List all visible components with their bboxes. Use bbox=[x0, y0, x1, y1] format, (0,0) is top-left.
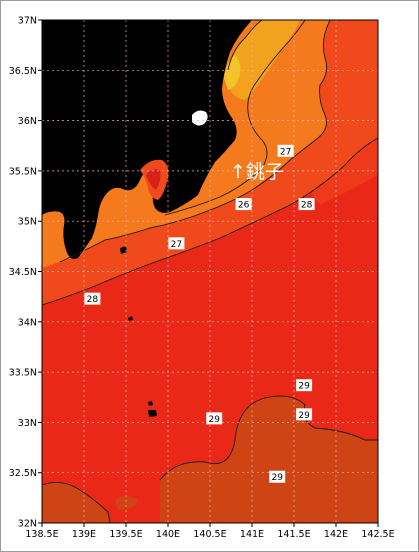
contour-label-text: 27 bbox=[171, 240, 182, 250]
contour-label-box bbox=[235, 198, 252, 211]
isotherm-lines bbox=[42, 20, 378, 523]
isotherm-27 bbox=[59, 20, 331, 263]
island bbox=[148, 401, 153, 406]
island bbox=[120, 246, 127, 254]
axes: 138.5E 139E 139.5E 140E 140.5E 141E 141.5E 142E… bbox=[9, 16, 395, 541]
coastal-band-24 bbox=[224, 55, 241, 90]
contour-label-box bbox=[206, 412, 223, 425]
isotherm-26 bbox=[164, 20, 306, 216]
lat-tick-label: 34.5N bbox=[9, 267, 37, 278]
contour-label: 27 bbox=[277, 144, 294, 157]
contour-label-box bbox=[277, 144, 294, 157]
lat-tick-label: 34N bbox=[18, 317, 37, 328]
coastal-band-25 bbox=[228, 20, 300, 100]
isotherm-25 bbox=[227, 20, 263, 71]
bay-coast bbox=[146, 169, 161, 190]
map-plot-area bbox=[42, 20, 378, 523]
isotherm-29 bbox=[159, 395, 378, 481]
lon-tick-label: 142E bbox=[324, 529, 348, 540]
lon-tick-label: 141.5E bbox=[277, 529, 310, 540]
lon-tick-label: 140E bbox=[156, 529, 180, 540]
contour-label-text: 26 bbox=[238, 201, 250, 211]
lat-tick-label: 32.5N bbox=[9, 468, 37, 479]
warm-water-patch bbox=[352, 486, 378, 523]
contour-label: 29 bbox=[296, 379, 313, 392]
lon-tick-label: 141E bbox=[240, 529, 264, 540]
contour-label: 26 bbox=[235, 198, 252, 211]
warm-water-pool bbox=[42, 482, 110, 523]
lon-tick-label: 142.5E bbox=[361, 529, 394, 540]
island bbox=[128, 316, 133, 321]
contour-label-box bbox=[298, 198, 315, 211]
lat-tick-label: 36.5N bbox=[9, 66, 37, 77]
contour-label-box bbox=[168, 237, 185, 250]
contour-labels: 27 26 28 27 28 29 29 29 29 bbox=[84, 144, 315, 483]
lat-tick-label: 37N bbox=[18, 16, 37, 27]
contour-label: 29 bbox=[206, 412, 223, 425]
contour-label: 29 bbox=[269, 470, 286, 483]
contour-label-text: 29 bbox=[208, 415, 220, 425]
lat-tick-label: 33N bbox=[18, 418, 37, 429]
contour-label: 29 bbox=[296, 408, 313, 421]
contour-label-text: 28 bbox=[301, 201, 313, 211]
lat-tick-label: 32N bbox=[18, 519, 37, 530]
land-honshu bbox=[42, 20, 252, 259]
contour-label-box bbox=[296, 379, 313, 392]
lake bbox=[192, 110, 208, 126]
graticule bbox=[42, 20, 378, 523]
lon-tick-label: 139.5E bbox=[109, 529, 142, 540]
lon-tick-label: 139E bbox=[72, 529, 96, 540]
lon-tick-label: 140.5E bbox=[193, 529, 226, 540]
isotherm-28 bbox=[42, 137, 378, 306]
contour-label-box bbox=[84, 292, 101, 305]
lat-tick-label: 36N bbox=[18, 116, 37, 127]
warm-water-patch bbox=[115, 496, 138, 510]
contour-label-text: 29 bbox=[298, 411, 310, 421]
lat-tick-label: 35.5N bbox=[9, 166, 37, 177]
contour-label-text: 28 bbox=[87, 295, 99, 305]
choshi-annotation: ↑銚子 bbox=[230, 161, 284, 183]
contour-label-text: 27 bbox=[280, 147, 291, 157]
island bbox=[148, 410, 157, 417]
lat-tick-label: 33.5N bbox=[9, 368, 37, 379]
contour-label-box bbox=[296, 408, 313, 421]
lat-tick-label: 35N bbox=[18, 217, 37, 228]
contour-label: 27 bbox=[168, 237, 185, 250]
contour-label-text: 29 bbox=[271, 473, 283, 483]
contour-label-box bbox=[269, 470, 286, 483]
contour-label-text: 29 bbox=[298, 382, 310, 392]
contour-label: 28 bbox=[84, 292, 101, 305]
lon-tick-label: 138.5E bbox=[25, 529, 58, 540]
isotherm-29 bbox=[42, 481, 111, 523]
warm-water-pool bbox=[160, 396, 378, 523]
contour-label: 28 bbox=[298, 198, 315, 211]
